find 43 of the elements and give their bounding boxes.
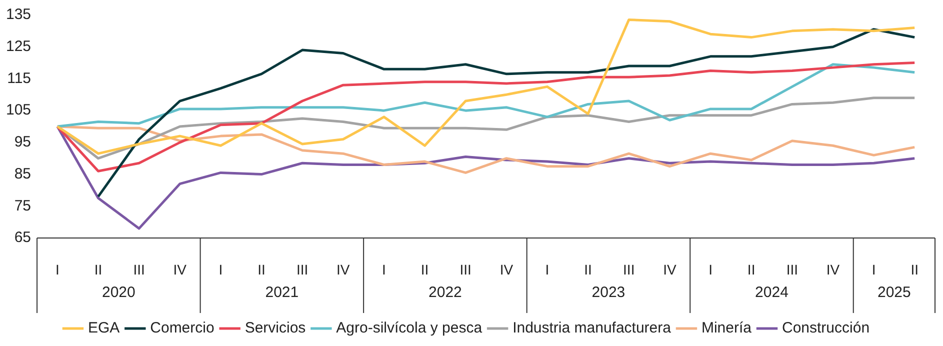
x-tick-label: II bbox=[747, 261, 756, 278]
y-tick-label: 135 bbox=[6, 6, 32, 24]
text: 2020 bbox=[102, 284, 136, 302]
legend-label: EGA bbox=[88, 320, 120, 337]
x-tick-label: II bbox=[420, 261, 429, 278]
text: 2025 bbox=[877, 284, 911, 302]
x-tick-label: II bbox=[94, 261, 102, 278]
x-tick-label: II bbox=[584, 261, 592, 278]
y-tick-label: 115 bbox=[7, 70, 32, 87]
legend-label: Agro-silvícola y pesca bbox=[336, 320, 483, 337]
y-tick-label: 125 bbox=[6, 38, 32, 55]
x-tick-label: I bbox=[708, 261, 712, 278]
legend-label: Minería bbox=[701, 320, 752, 337]
text: 2022 bbox=[428, 284, 462, 302]
text: 2024 bbox=[755, 284, 788, 302]
x-tick-label: IV bbox=[663, 261, 677, 278]
x-tick-label: III bbox=[460, 261, 472, 278]
y-tick-label: 75 bbox=[14, 197, 32, 214]
x-tick-label: II bbox=[258, 261, 266, 278]
legend-label: Servicios bbox=[244, 320, 306, 337]
x-tick-label: III bbox=[296, 261, 308, 278]
x-tick-label: III bbox=[623, 261, 635, 278]
y-tick-label: 95 bbox=[14, 134, 32, 151]
legend-label: Comercio bbox=[150, 320, 214, 337]
y-tick-label: 105 bbox=[6, 102, 32, 119]
y-tick-label: 85 bbox=[14, 165, 32, 182]
x-tick-label: I bbox=[55, 261, 60, 278]
x-tick-label: IV bbox=[173, 261, 188, 278]
x-tick-label: I bbox=[872, 261, 876, 278]
text: 2021 bbox=[265, 284, 299, 302]
x-tick-label: I bbox=[382, 261, 386, 278]
x-tick-label: IV bbox=[336, 261, 350, 278]
y-tick-label: 65 bbox=[14, 229, 32, 246]
legend-label: Industria manufacturera bbox=[512, 320, 672, 337]
text: 2023 bbox=[592, 284, 626, 302]
x-tick-label: I bbox=[545, 261, 550, 278]
x-tick-label: III bbox=[786, 261, 798, 278]
legend-label: Construcción bbox=[782, 320, 870, 337]
x-tick-label: I bbox=[218, 261, 223, 278]
x-tick-label: IV bbox=[500, 261, 514, 278]
x-tick-label: IV bbox=[826, 261, 840, 278]
x-tick-label: III bbox=[133, 261, 145, 278]
x-tick-label: II bbox=[910, 261, 918, 278]
